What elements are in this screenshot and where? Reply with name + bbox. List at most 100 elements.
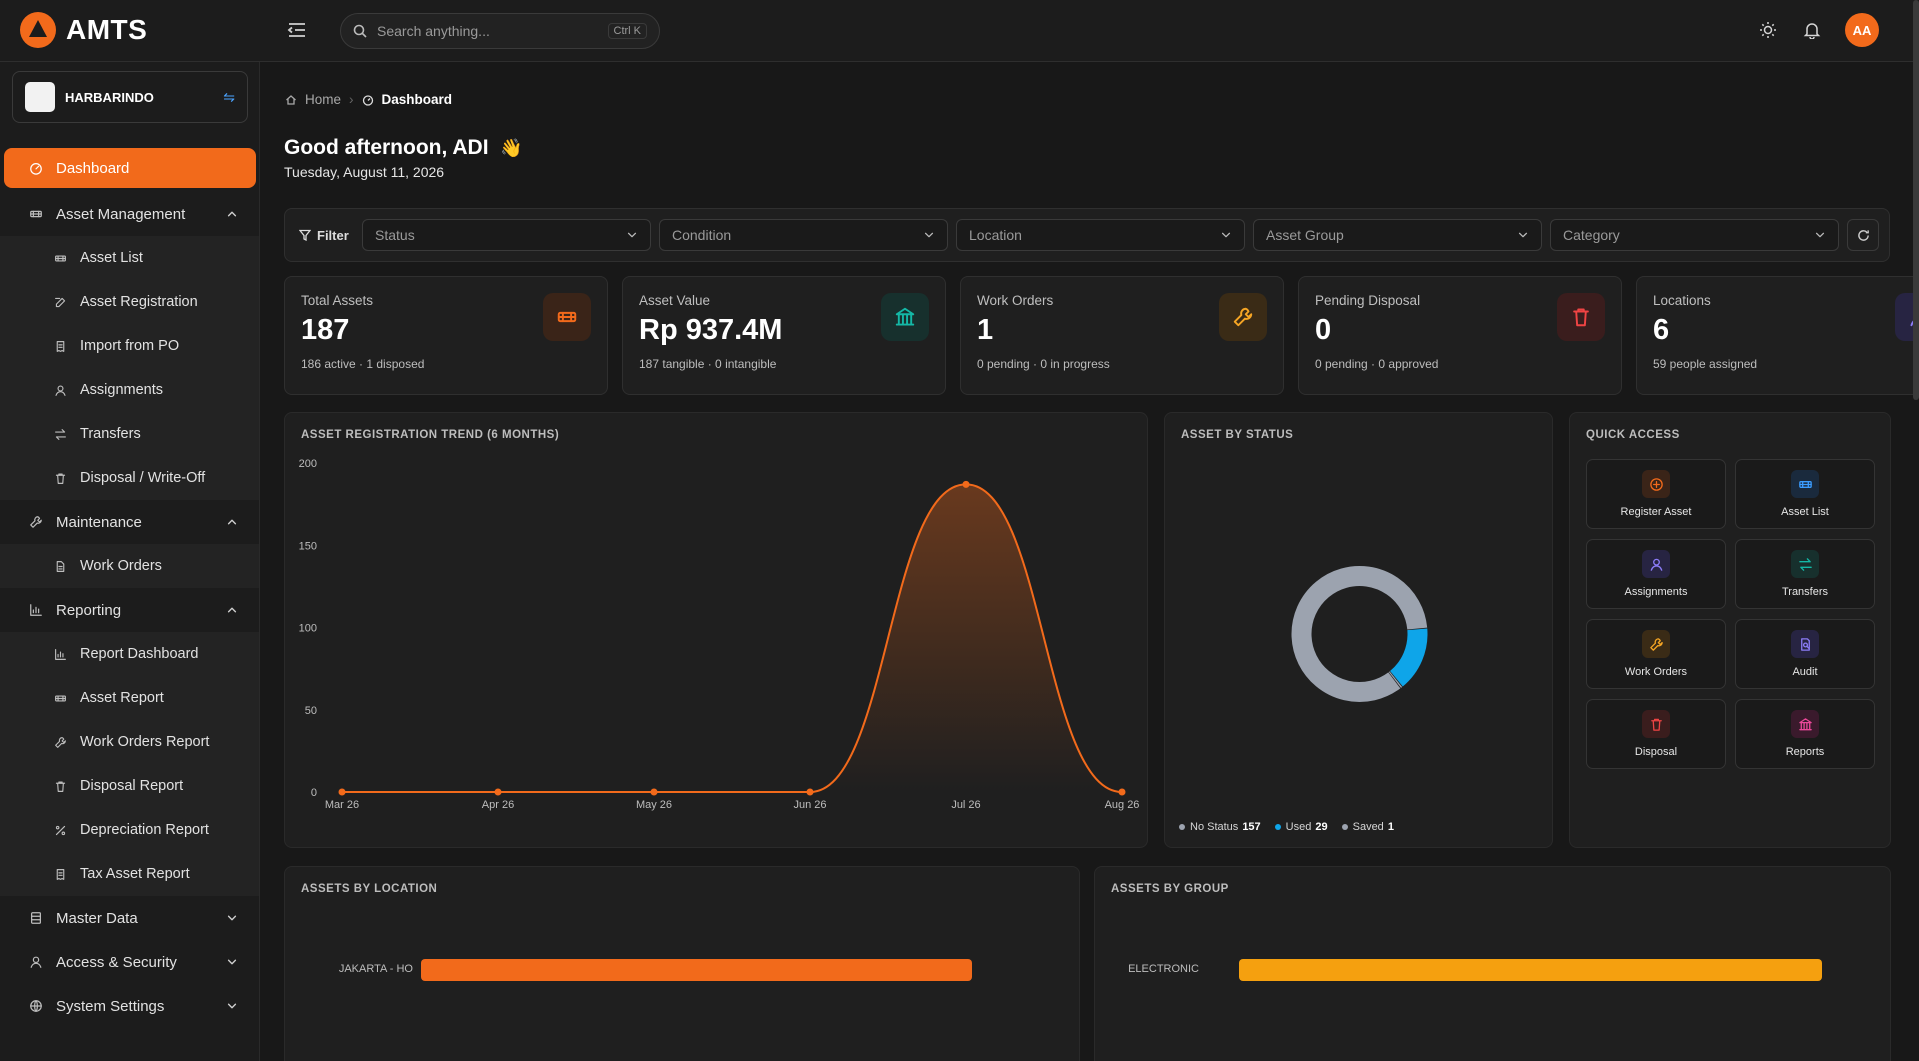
sidebar-item-asset-management[interactable]: Asset Management	[0, 192, 259, 236]
filter-select-asset-group[interactable]: Asset Group	[1253, 219, 1542, 251]
sidebar-item-asset-registration[interactable]: Asset Registration	[0, 280, 259, 324]
x-tick-label: Jun 26	[793, 799, 826, 811]
donut-slice-used[interactable]	[1389, 628, 1428, 687]
asset-icon	[1791, 470, 1819, 498]
search-bar[interactable]: Ctrl K	[340, 13, 660, 49]
filter-select-location[interactable]: Location	[956, 219, 1245, 251]
select-value: Asset Group	[1266, 227, 1344, 243]
kpi-card-total-assets[interactable]: Total Assets 187 186 active · 1 disposed	[284, 276, 608, 395]
filter-label-text: Filter	[317, 227, 349, 243]
quick-access-work-orders[interactable]: Work Orders	[1586, 619, 1726, 689]
quick-access-disposal[interactable]: Disposal	[1586, 699, 1726, 769]
trend-point[interactable]	[806, 788, 814, 796]
quick-access-asset-list[interactable]: Asset List	[1735, 459, 1875, 529]
filter-select-status[interactable]: Status	[362, 219, 651, 251]
x-tick-label: Mar 26	[325, 799, 359, 811]
kpi-card-pending-disposal[interactable]: Pending Disposal 0 0 pending · 0 approved	[1298, 276, 1622, 395]
sidebar-item-asset-report[interactable]: Asset Report	[0, 676, 259, 720]
quick-access-assignments[interactable]: Assignments	[1586, 539, 1726, 609]
filter-label: Filter	[299, 228, 354, 243]
filter-select-category[interactable]: Category	[1550, 219, 1839, 251]
scrollbar[interactable]	[1913, 0, 1919, 400]
trend-area	[342, 484, 1122, 792]
kpi-card-locations[interactable]: Locations 6 59 people assigned	[1636, 276, 1919, 395]
sidebar-item-label: Transfers	[80, 426, 141, 442]
sidebar-item-label: Report Dashboard	[80, 646, 199, 662]
bar-label: JAKARTA - HO	[338, 963, 413, 975]
wrench-icon	[52, 734, 68, 750]
asset-icon	[543, 293, 591, 341]
sidebar-item-asset-list[interactable]: Asset List	[0, 236, 259, 280]
quick-access-transfers[interactable]: Transfers	[1735, 539, 1875, 609]
sidebar-item-maintenance[interactable]: Maintenance	[0, 500, 259, 544]
legend-item-used: Used 29	[1274, 821, 1328, 833]
sidebar-item-work-orders-report[interactable]: Work Orders Report	[0, 720, 259, 764]
kpi-card-work-orders[interactable]: Work Orders 1 0 pending · 0 in progress	[960, 276, 1284, 395]
bar-jakarta-ho[interactable]	[421, 959, 972, 981]
sidebar-item-access-security[interactable]: Access & Security	[0, 940, 259, 984]
kpi-row: Total Assets 187 186 active · 1 disposed As…	[284, 276, 1919, 395]
sidebar-item-label: Maintenance	[56, 513, 142, 531]
chevron-up-icon[interactable]	[226, 207, 238, 219]
sidebar-item-master-data[interactable]: Master Data	[0, 896, 259, 940]
bar-electronic[interactable]	[1239, 959, 1822, 981]
chevron-down-icon[interactable]	[226, 999, 238, 1011]
trend-point[interactable]	[1118, 788, 1126, 796]
chevron-down-icon[interactable]	[226, 911, 238, 923]
filter-select-condition[interactable]: Condition	[659, 219, 948, 251]
kpi-card-asset-value[interactable]: Asset Value Rp 937.4M 187 tangible · 0 int…	[622, 276, 946, 395]
org-switcher[interactable]: HARBARINDO ⇋	[12, 71, 248, 123]
x-tick-label: Aug 26	[1105, 799, 1140, 811]
trend-point[interactable]	[650, 788, 658, 796]
filter-icon	[299, 229, 311, 241]
chevron-down-icon	[1220, 229, 1232, 241]
wave-emoji: 👋	[500, 138, 523, 158]
sidebar-item-disposal-write-off[interactable]: Disposal / Write-Off	[0, 456, 259, 500]
menu-toggle-icon[interactable]	[286, 20, 308, 40]
sidebar-item-label: Tax Asset Report	[80, 866, 190, 882]
donut-slice-no-status[interactable]	[1291, 566, 1428, 702]
breadcrumb-home[interactable]: Home	[305, 92, 342, 107]
top-bar: AMTS Ctrl K AA	[0, 0, 1919, 62]
sidebar-item-report-dashboard[interactable]: Report Dashboard	[0, 632, 259, 676]
user-avatar[interactable]: AA	[1845, 13, 1879, 47]
switch-icon[interactable]: ⇋	[223, 88, 235, 105]
x-tick-label: May 26	[636, 799, 672, 811]
sidebar-item-tax-asset-report[interactable]: Tax Asset Report	[0, 852, 259, 896]
trend-point[interactable]	[962, 480, 970, 488]
refresh-button[interactable]	[1847, 219, 1879, 251]
search-icon	[353, 24, 367, 38]
sidebar-item-assignments[interactable]: Assignments	[0, 368, 259, 412]
sidebar-item-import-from-po[interactable]: Import from PO	[0, 324, 259, 368]
quick-access-register-asset[interactable]: Register Asset	[1586, 459, 1726, 529]
quick-access-label: Work Orders	[1624, 666, 1688, 678]
kpi-subtext: 0 pending · 0 in progress	[977, 357, 1110, 371]
sidebar-item-disposal-report[interactable]: Disposal Report	[0, 764, 259, 808]
select-value: Location	[969, 227, 1022, 243]
theme-toggle-icon[interactable]	[1757, 19, 1779, 41]
bell-icon[interactable]	[1801, 19, 1823, 41]
sidebar-item-depreciation-report[interactable]: Depreciation Report	[0, 808, 259, 852]
sidebar-item-system-settings[interactable]: System Settings	[0, 984, 259, 1028]
donut-slice-saved[interactable]	[1388, 671, 1403, 688]
sidebar-item-work-orders[interactable]: Work Orders	[0, 544, 259, 588]
quick-access-audit[interactable]: Audit	[1735, 619, 1875, 689]
wrench-icon	[1219, 293, 1267, 341]
trend-point[interactable]	[494, 788, 502, 796]
sidebar-item-label: Asset Management	[56, 205, 186, 223]
group-title: ASSETS BY GROUP	[1111, 883, 1229, 895]
sidebar-item-label: Asset Report	[80, 690, 164, 706]
breadcrumb: Home › Dashboard	[285, 92, 452, 107]
quick-access-reports[interactable]: Reports	[1735, 699, 1875, 769]
chevron-up-icon[interactable]	[226, 603, 238, 615]
app-logo[interactable]: AMTS	[20, 12, 147, 48]
logo-icon	[20, 12, 56, 48]
sidebar-item-dashboard[interactable]: Dashboard	[4, 148, 256, 188]
trend-point[interactable]	[338, 788, 346, 796]
chevron-up-icon[interactable]	[226, 515, 238, 527]
refresh-icon	[1857, 229, 1870, 242]
search-input[interactable]	[377, 23, 598, 39]
sidebar-item-reporting[interactable]: Reporting	[0, 588, 259, 632]
sidebar-item-transfers[interactable]: Transfers	[0, 412, 259, 456]
chevron-down-icon[interactable]	[226, 955, 238, 967]
